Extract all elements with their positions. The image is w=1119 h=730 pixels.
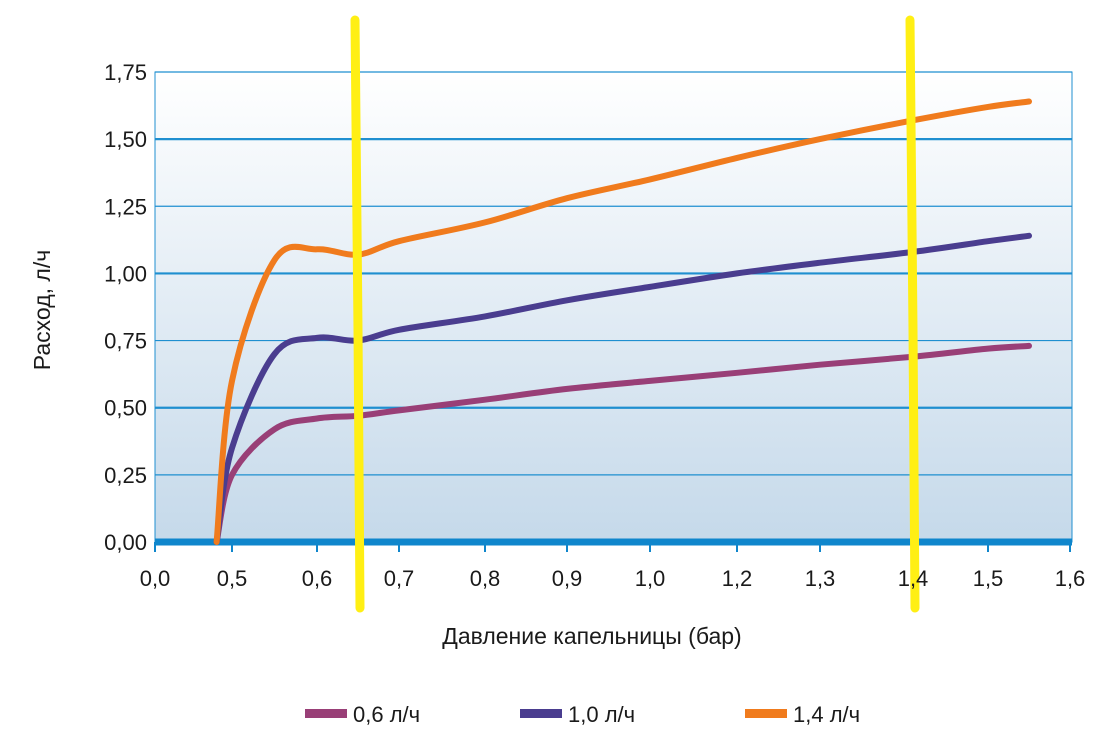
y-tick-label: 1,75 xyxy=(104,60,147,85)
x-axis-title: Давление капельницы (бар) xyxy=(442,623,741,649)
y-tick-labels: 0,00 0,25 0,50 0,75 1,00 1,25 1,50 1,75 xyxy=(104,60,147,555)
y-axis-title: Расход, л/ч xyxy=(29,250,55,370)
series-line-2 xyxy=(213,232,1032,545)
x-tick-label: 1,5 xyxy=(973,566,1004,591)
legend: 0,6 л/ч 1,0 л/ч 1,4 л/ч xyxy=(305,702,860,727)
y-tick-label: 1,50 xyxy=(104,127,147,152)
x-tick-label: 0,5 xyxy=(217,566,248,591)
axes xyxy=(154,538,1072,552)
legend-swatch xyxy=(520,709,562,718)
x-tick-label: 0,8 xyxy=(470,566,501,591)
highlight-line-2 xyxy=(905,15,920,613)
highlight-line-1 xyxy=(350,15,365,613)
x-tick-label: 0,6 xyxy=(302,566,333,591)
x-tick-label: 1,3 xyxy=(805,566,836,591)
highlight-markers xyxy=(350,15,920,613)
x-tick-label: 1,6 xyxy=(1055,566,1086,591)
legend-label: 1,4 л/ч xyxy=(793,702,860,727)
series-lines xyxy=(213,98,1032,545)
y-tick-label: 0,00 xyxy=(104,530,147,555)
y-tick-label: 1,25 xyxy=(104,194,147,219)
plot-background xyxy=(154,71,1073,543)
x-tick-labels: 0,0 0,5 0,6 0,7 0,8 0,9 1,0 1,2 1,3 1,4 1,5 1,6 xyxy=(140,566,1086,591)
series-line-1 xyxy=(213,342,1032,545)
x-tick-label: 1,0 xyxy=(635,566,666,591)
x-tick-label: 1,2 xyxy=(722,566,753,591)
x-tick-label: 1,4 xyxy=(898,566,929,591)
y-tick-label: 0,25 xyxy=(104,463,147,488)
legend-swatch xyxy=(305,709,347,718)
series-line-3 xyxy=(213,98,1032,545)
x-tick-label: 0,7 xyxy=(384,566,415,591)
legend-label: 0,6 л/ч xyxy=(353,702,420,727)
legend-label: 1,0 л/ч xyxy=(568,702,635,727)
y-tick-label: 1,00 xyxy=(104,261,147,286)
y-tick-label: 0,50 xyxy=(104,396,147,421)
x-tick-label: 0,9 xyxy=(552,566,583,591)
x-tick-label: 0,0 xyxy=(140,566,171,591)
y-tick-label: 0,75 xyxy=(104,329,147,354)
legend-swatch xyxy=(745,709,787,718)
